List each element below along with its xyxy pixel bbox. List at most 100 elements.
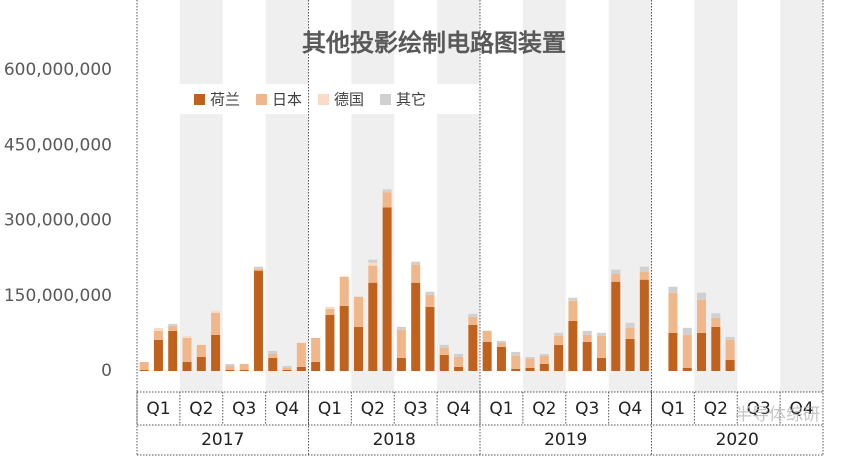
- bar-segment: [425, 291, 435, 295]
- bar-segment: [639, 279, 649, 371]
- bar-segment: [268, 357, 278, 371]
- bar-segment: [168, 325, 178, 331]
- year-label: 2017: [201, 430, 244, 450]
- bar-segment: [697, 299, 707, 333]
- bar-segment: [411, 282, 421, 371]
- bar-segment: [153, 339, 163, 371]
- quarter-label: Q2: [532, 399, 556, 419]
- bar-segment: [639, 266, 649, 272]
- bar-segment: [325, 306, 335, 309]
- bar-segment: [454, 356, 464, 367]
- quarter-label: Q1: [318, 399, 342, 419]
- bar-segment: [454, 353, 464, 357]
- bar-segment: [582, 330, 592, 335]
- bar-segment: [211, 310, 221, 313]
- bar-segment: [382, 207, 392, 371]
- legend-swatch: [380, 94, 391, 105]
- bar-segment: [697, 332, 707, 371]
- bar-segment: [482, 330, 492, 342]
- quarter-label: Q4: [446, 399, 470, 419]
- quarter-label: Q3: [575, 399, 599, 419]
- bar-segment: [468, 324, 478, 371]
- bar-segment: [511, 355, 521, 369]
- bar-segment: [454, 366, 464, 371]
- bar-segment: [511, 368, 521, 371]
- bar-segment: [196, 344, 206, 357]
- bar-segment: [182, 361, 192, 371]
- bar-segment: [525, 358, 535, 368]
- bar-segment: [725, 339, 735, 360]
- quarter-label: Q3: [404, 399, 428, 419]
- bar-segment: [368, 265, 378, 283]
- bar-segment: [282, 367, 292, 370]
- bar-segment: [668, 286, 678, 293]
- quarter-label: Q2: [189, 399, 213, 419]
- bar-segment: [253, 268, 263, 271]
- bar-segment: [382, 189, 392, 193]
- bar-segment: [311, 337, 321, 362]
- bar-segment: [668, 292, 678, 333]
- bar-segment: [725, 359, 735, 371]
- bar-segment: [668, 332, 678, 371]
- bar-segment: [439, 344, 449, 348]
- bar-segment: [711, 326, 721, 371]
- bar-segment: [225, 369, 235, 371]
- bar-segment: [368, 262, 378, 266]
- bar-segment: [611, 281, 621, 371]
- bar-segment: [225, 365, 235, 370]
- bar-segment: [582, 341, 592, 371]
- quarter-label: Q3: [747, 399, 771, 419]
- legend-bg: [180, 84, 480, 114]
- quarter-label: Q1: [489, 399, 513, 419]
- bar-segment: [396, 326, 406, 330]
- bar-segment: [439, 354, 449, 371]
- legend-label: 德国: [334, 91, 364, 109]
- bar-segment: [282, 369, 292, 371]
- quarter-label: Q4: [618, 399, 642, 419]
- bar-segment: [554, 332, 564, 336]
- bar-segment: [296, 366, 306, 371]
- bar-segment: [268, 353, 278, 358]
- bar-segment: [354, 296, 364, 327]
- bar-segment: [196, 356, 206, 371]
- legend-swatch: [256, 94, 267, 105]
- bar-segment: [339, 305, 349, 371]
- bar-segment: [682, 334, 692, 368]
- bar-segment: [496, 342, 506, 347]
- quarter-shade: [265, 0, 309, 392]
- bar-segment: [153, 330, 163, 340]
- bar-segment: [468, 316, 478, 325]
- bar-segment: [139, 369, 149, 371]
- bar-segment: [253, 270, 263, 371]
- bar-segment: [182, 337, 192, 362]
- bar-segment: [596, 335, 606, 358]
- y-tick-label: 0: [101, 361, 112, 381]
- bar-segment: [639, 271, 649, 280]
- bar-segment: [411, 264, 421, 283]
- bar-segment: [611, 269, 621, 274]
- bar-segment: [168, 323, 178, 326]
- quarter-label: Q4: [789, 399, 813, 419]
- bar-segment: [682, 367, 692, 371]
- bar-segment: [697, 292, 707, 300]
- year-label: 2019: [544, 430, 587, 450]
- bar-segment: [525, 367, 535, 371]
- bar-segment: [239, 369, 249, 371]
- bar-segment: [596, 332, 606, 336]
- bar-segment: [625, 322, 635, 328]
- watermark: 半导体综研: [735, 405, 820, 425]
- legend-swatch: [318, 94, 329, 105]
- bar-segment: [368, 282, 378, 371]
- bar-segment: [625, 327, 635, 339]
- quarter-label: Q2: [361, 399, 385, 419]
- bar-segment: [225, 363, 235, 366]
- bar-segment: [539, 363, 549, 371]
- bar-segment: [554, 335, 564, 345]
- bar-segment: [682, 327, 692, 335]
- legend-swatch: [194, 94, 205, 105]
- chart-title: 其他投影绘制电路图装置: [302, 29, 566, 57]
- quarter-label: Q4: [275, 399, 299, 419]
- bar-segment: [382, 192, 392, 208]
- legend-label: 日本: [272, 91, 302, 109]
- bar-segment: [568, 320, 578, 371]
